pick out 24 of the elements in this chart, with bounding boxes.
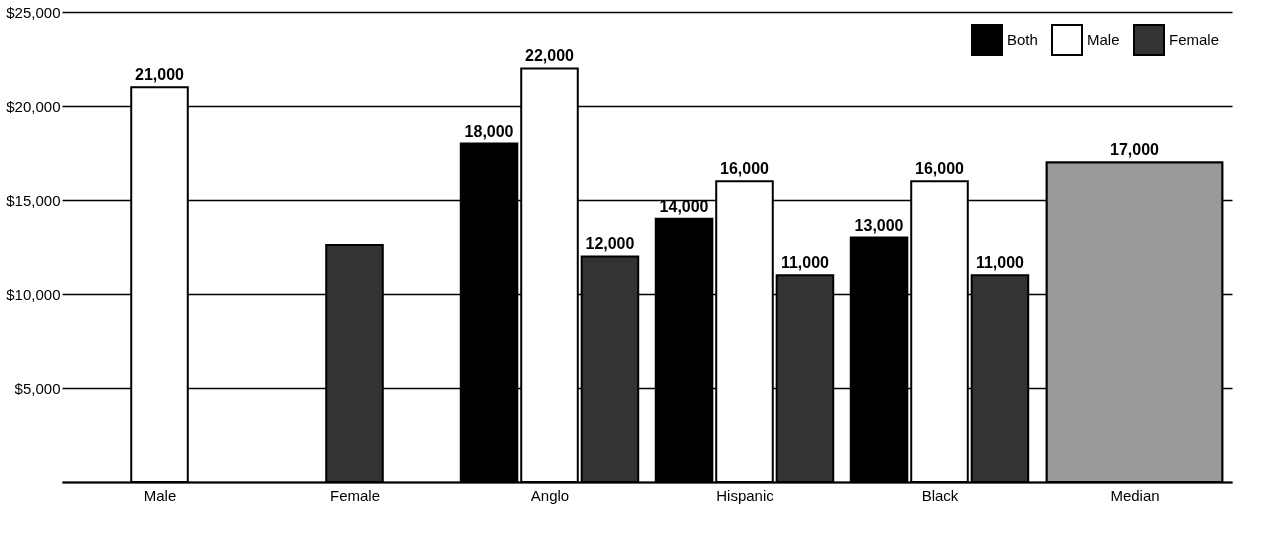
data-label: 11,000 — [975, 254, 1025, 272]
data-label: 11,000 — [780, 254, 830, 272]
data-label: 16,000 — [915, 160, 965, 178]
legend-label: Male — [1087, 31, 1120, 48]
data-label: 12,000 — [585, 235, 635, 253]
y-tick-label: $10,000 — [6, 285, 61, 303]
y-tick-label: $25,000 — [6, 3, 61, 21]
data-label: 21,000 — [135, 66, 185, 84]
legend-label: Both — [1007, 31, 1038, 48]
data-label: 13,000 — [854, 216, 904, 234]
data-label: 22,000 — [525, 47, 575, 65]
x-tick-label: Hispanic — [716, 486, 775, 504]
x-tick-label: Male — [143, 486, 177, 504]
data-label: 16,000 — [720, 160, 770, 178]
y-tick-label: $15,000 — [6, 191, 61, 209]
data-label: 18,000 — [464, 122, 514, 140]
y-tick-label: $20,000 — [6, 97, 61, 115]
x-tick-label: Anglo — [530, 486, 570, 504]
data-label: 17,000 — [1110, 141, 1160, 159]
x-tick-label: Black — [921, 486, 959, 504]
x-tick-label: Female — [329, 486, 381, 504]
x-tick-label: Median — [1110, 486, 1160, 504]
y-tick-label: $5,000 — [14, 379, 61, 397]
legend-label: Female — [1169, 31, 1220, 48]
